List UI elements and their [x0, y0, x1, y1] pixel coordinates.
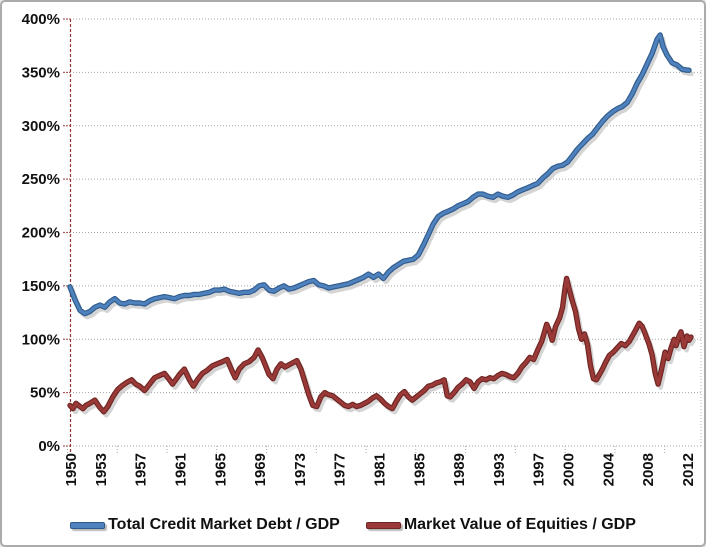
x-axis-label-1965: 1965 [212, 453, 229, 486]
series-line-market-value-of-equities-gdp [68, 276, 693, 414]
x-axis-label-1953: 1953 [93, 453, 110, 486]
y-axis-label-0: 0% [38, 438, 60, 455]
legend-item-total-credit-market-debt: Total Credit Market Debt / GDP [70, 516, 340, 534]
y-axis-label-200: 200% [22, 225, 60, 242]
x-axis-label-1997: 1997 [531, 453, 548, 486]
x-axis-label-1993: 1993 [491, 453, 508, 486]
legend-line-swatch-blue [70, 521, 106, 529]
x-axis-label-1957: 1957 [133, 453, 150, 486]
x-axis-label-1989: 1989 [451, 453, 468, 486]
y-axis-label-100: 100% [22, 331, 60, 348]
x-axis-label-2004: 2004 [600, 452, 617, 486]
y-axis-label-300: 300% [22, 118, 60, 135]
x-axis-label-1969: 1969 [252, 453, 269, 486]
x-axis-label-1961: 1961 [172, 453, 189, 486]
chart-canvas: 400% 350% 300% 250% 200% 150% 100% 50% 0%1950 195… [22, 11, 702, 486]
x-axis-label-2012: 2012 [680, 453, 697, 486]
x-axis-label-1950: 1950 [63, 453, 80, 486]
legend-item-market-value-of-equities: Market Value of Equities / GDP [365, 516, 636, 534]
x-axis-label-1985: 1985 [411, 453, 428, 486]
series-line-total-credit-market-debt-gdp [68, 33, 691, 316]
x-axis-label-2008: 2008 [640, 453, 657, 486]
series-shadow-total-credit-market-debt-gdp [70, 36, 694, 320]
y-axis-label-400: 400% [22, 11, 60, 28]
y-axis-label-50: 50% [30, 385, 60, 402]
series-edge-total-credit-market-debt-gdp [67, 32, 692, 317]
chart-legend: Total Credit Market Debt / GDP Market Va… [2, 508, 704, 542]
y-axis-label-350: 350% [22, 64, 60, 81]
y-axis-label-250: 250% [22, 171, 60, 188]
x-axis-label-1981: 1981 [372, 453, 389, 486]
legend-line-swatch-red [365, 521, 401, 529]
legend-label-total-credit-market-debt: Total Credit Market Debt / GDP [108, 516, 340, 533]
x-axis-label-2000: 2000 [561, 453, 578, 486]
legend-label-market-value-of-equities: Market Value of Equities / GDP [403, 516, 636, 533]
y-axis-label-150: 150% [22, 278, 60, 295]
x-axis-label-1977: 1977 [332, 453, 349, 486]
x-axis-label-1973: 1973 [292, 453, 309, 486]
